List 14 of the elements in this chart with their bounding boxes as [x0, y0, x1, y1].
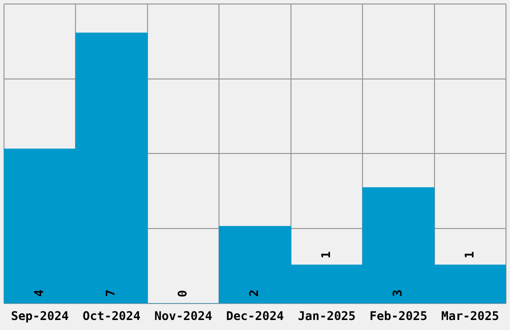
- x-tick-label: Sep-2024: [10, 308, 69, 323]
- x-tick-label: Mar-2025: [441, 308, 500, 323]
- x-tick-label: Dec-2024: [226, 308, 284, 323]
- data-label: 1: [318, 251, 333, 259]
- data-label: 0: [175, 290, 190, 298]
- data-label: 7: [104, 289, 118, 297]
- data-label: 4: [32, 289, 46, 297]
- x-tick-label: Oct-2024: [82, 308, 140, 323]
- x-tick-label: Nov-2024: [154, 308, 212, 323]
- data-label: 3: [390, 289, 405, 297]
- data-label: 2: [247, 289, 262, 297]
- x-tick-label: Jan-2025: [298, 308, 356, 323]
- data-label: 1: [462, 251, 476, 259]
- x-tick-label: Feb-2025: [370, 308, 428, 323]
